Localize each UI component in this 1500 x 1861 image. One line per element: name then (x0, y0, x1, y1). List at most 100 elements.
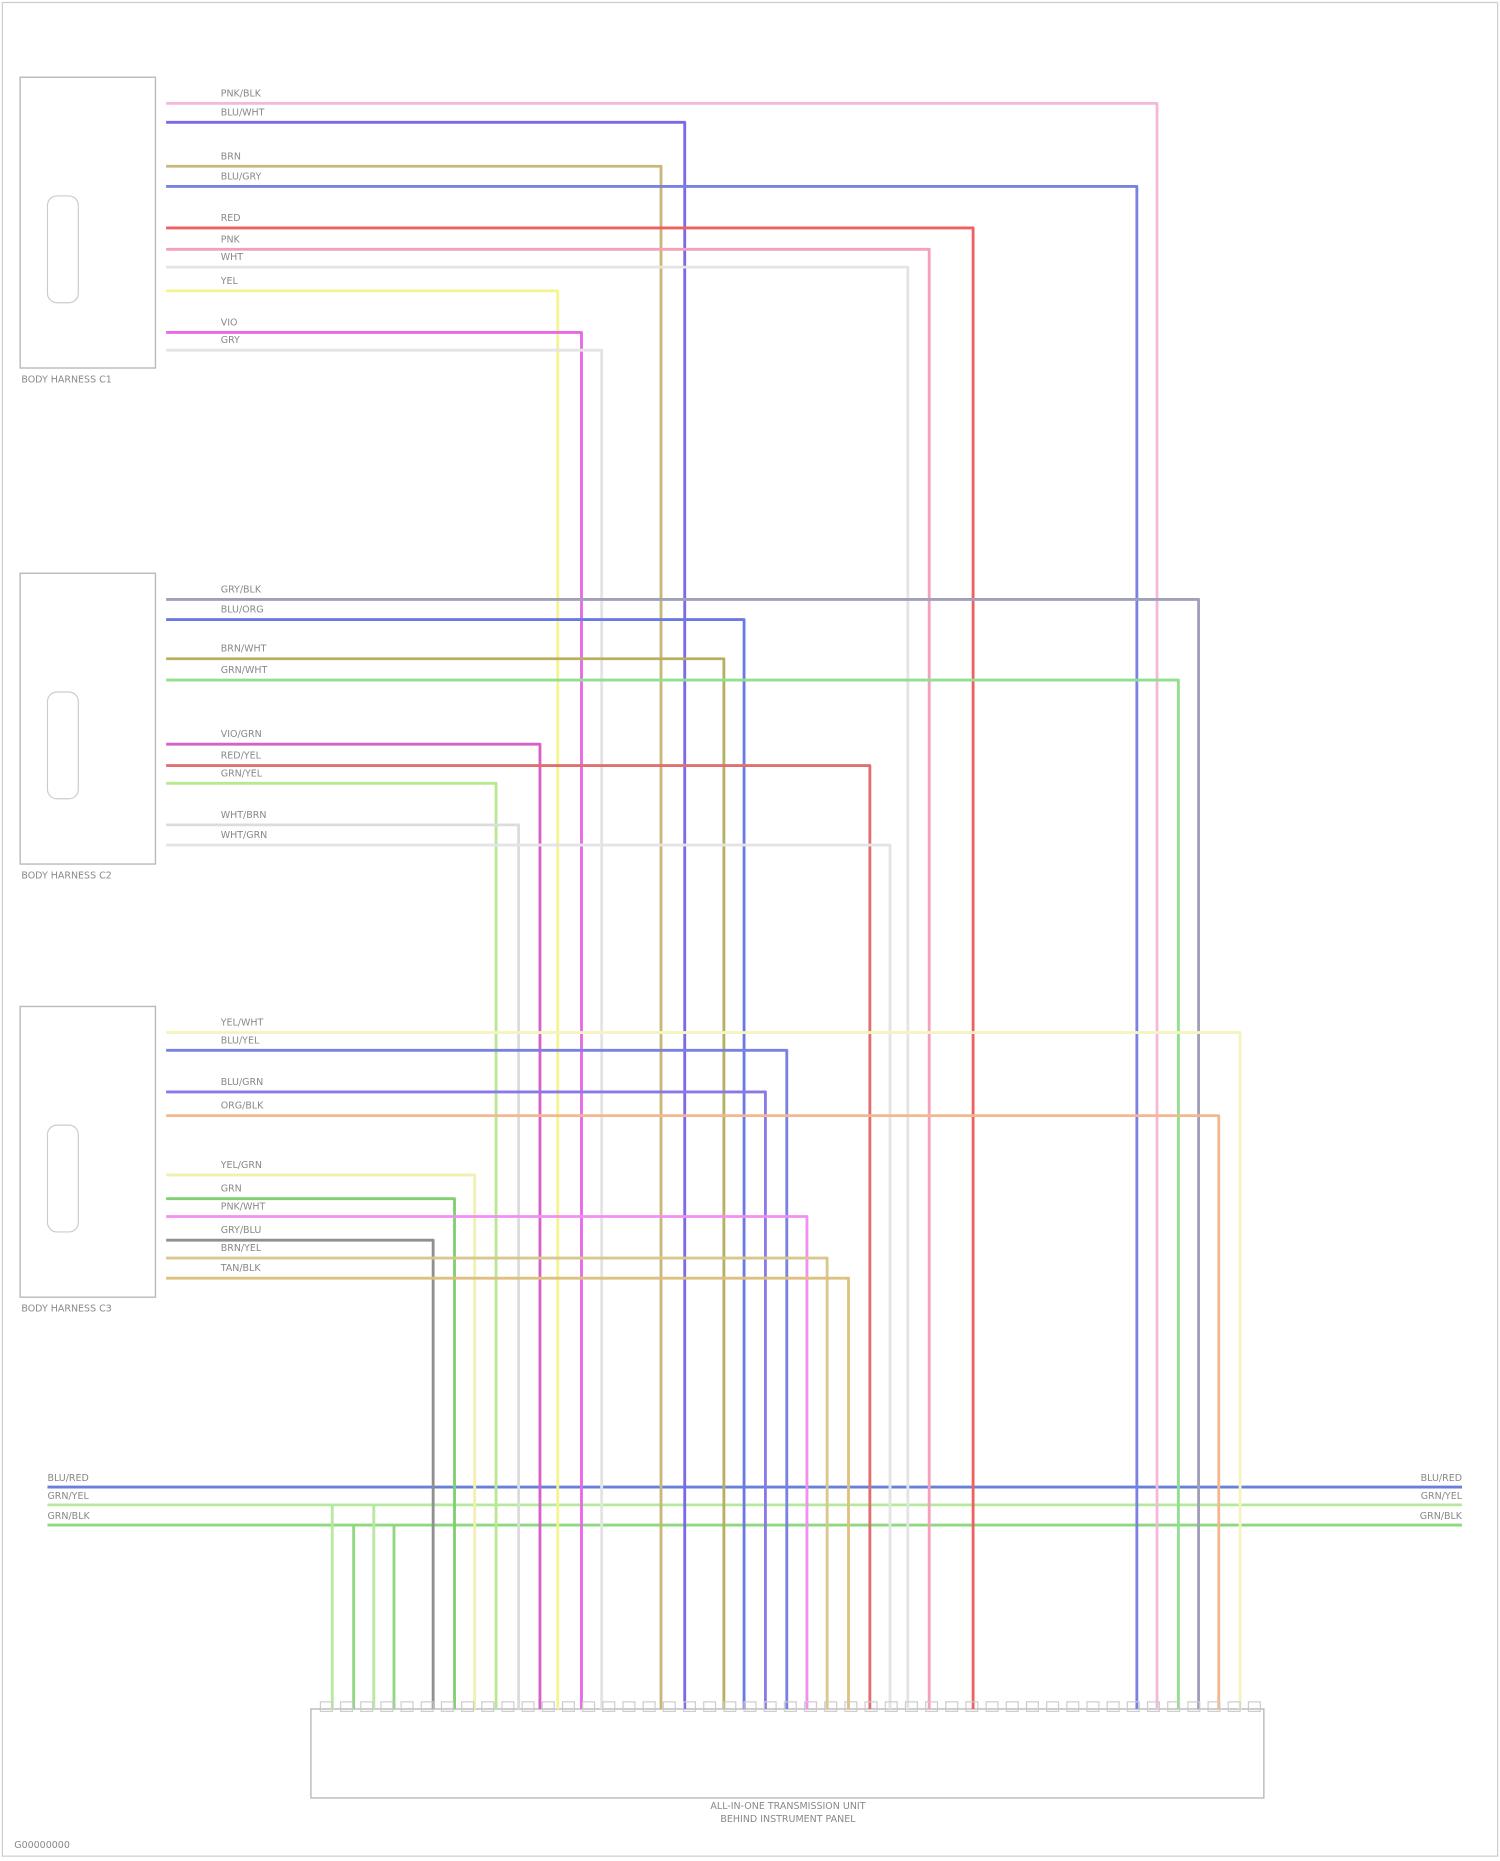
pin (561, 1701, 575, 1712)
wire-label: BLU/WHT (221, 107, 265, 118)
pin (884, 1701, 898, 1712)
pin (1207, 1701, 1221, 1712)
wire (166, 330, 583, 1709)
wire-label: BLU/YEL (221, 1035, 260, 1046)
wire-label: WHT/BRN (221, 810, 267, 821)
pin (824, 1701, 838, 1712)
pin (521, 1701, 535, 1712)
pin (1046, 1701, 1060, 1712)
pin (1066, 1701, 1080, 1712)
pin (440, 1701, 454, 1712)
wire-label: BLU/ORG (221, 605, 264, 616)
wire-label: RED/YEL (221, 751, 262, 762)
wire (166, 1031, 1242, 1709)
wire (166, 1238, 435, 1709)
pin (380, 1701, 394, 1712)
pin (481, 1701, 495, 1712)
pin (461, 1701, 475, 1712)
pin (501, 1701, 515, 1712)
pin (1227, 1701, 1241, 1712)
wire-label: ORG/BLK (221, 1101, 264, 1112)
wire-label: BLU/GRY (221, 171, 262, 182)
wire-label: VIO (221, 317, 238, 328)
wire (166, 764, 872, 1709)
pin (400, 1701, 414, 1712)
wire (166, 247, 931, 1709)
wire (166, 1048, 789, 1709)
wire-label: BRN (221, 151, 241, 162)
pin (642, 1701, 656, 1712)
pin (904, 1701, 918, 1712)
pin (1146, 1701, 1161, 1712)
bus-label: BLU/RED (1421, 1473, 1462, 1484)
wire (166, 742, 542, 1709)
wire (166, 226, 975, 1709)
wire-label: BLU/GRN (221, 1077, 264, 1088)
pin (420, 1701, 434, 1712)
wire-label: WHT (221, 252, 244, 263)
wire (166, 164, 663, 1709)
pin (582, 1701, 596, 1712)
bus-label: GRN/YEL (1421, 1491, 1463, 1502)
connector-box (19, 1005, 157, 1298)
wire (166, 120, 687, 1709)
connector-plug (46, 691, 79, 800)
wire-label: GRN/WHT (221, 665, 268, 676)
wire (166, 1276, 850, 1709)
wire (166, 348, 604, 1709)
pin (783, 1701, 797, 1712)
wire-label: GRN/YEL (221, 768, 263, 779)
pin (985, 1701, 999, 1712)
wire (166, 1114, 1221, 1709)
pin (965, 1701, 979, 1712)
pin (360, 1701, 374, 1712)
wire (166, 678, 1180, 1709)
connector-label: BODY HARNESS C3 (21, 1304, 111, 1315)
wire-label: TAN/BLK (220, 1263, 262, 1274)
wire-label: BRN/YEL (221, 1243, 262, 1254)
pin (844, 1701, 858, 1712)
wire (166, 597, 1201, 1709)
wire (166, 1215, 809, 1709)
pin (925, 1701, 939, 1712)
wire-label: PNK/WHT (221, 1202, 266, 1213)
pin (1247, 1701, 1261, 1712)
pin (1167, 1701, 1181, 1712)
pin (541, 1701, 555, 1712)
wire-label: WHT/GRN (221, 830, 268, 841)
wire-label: GRN (221, 1184, 242, 1195)
wire-label: YEL (220, 276, 239, 287)
wire (166, 1173, 477, 1709)
wire (166, 101, 1159, 1709)
pin (1126, 1701, 1140, 1712)
pin (945, 1701, 959, 1712)
wire (166, 823, 521, 1709)
wire-label: VIO/GRN (221, 729, 262, 740)
connector-plug (46, 195, 79, 304)
wire-label: GRY/BLU (221, 1225, 262, 1236)
wire-label: PNK/BLK (221, 88, 262, 99)
wire-label: GRY (221, 335, 240, 346)
pin (803, 1701, 818, 1712)
pin (602, 1701, 616, 1712)
wire (166, 843, 892, 1709)
wire-label: YEL/GRN (220, 1160, 262, 1171)
wire-label: RED (221, 213, 241, 224)
pin (1187, 1701, 1201, 1712)
wire-label: YEL/WHT (220, 1018, 264, 1029)
pin (662, 1701, 676, 1712)
pin (864, 1701, 878, 1712)
connector-label: BODY HARNESS C2 (21, 870, 111, 881)
wire (166, 618, 746, 1709)
wire (166, 1256, 829, 1709)
pin (622, 1701, 636, 1712)
wire (166, 265, 910, 1709)
pin (1106, 1701, 1120, 1712)
bus-label: BLU/RED (47, 1473, 88, 1484)
pin (319, 1701, 333, 1712)
wire-label: GRY/BLK (221, 584, 262, 595)
module-label: ALL-IN-ONE TRANSMISSION UNIT (710, 1801, 865, 1812)
pin (339, 1701, 354, 1712)
connector-box (19, 572, 157, 865)
